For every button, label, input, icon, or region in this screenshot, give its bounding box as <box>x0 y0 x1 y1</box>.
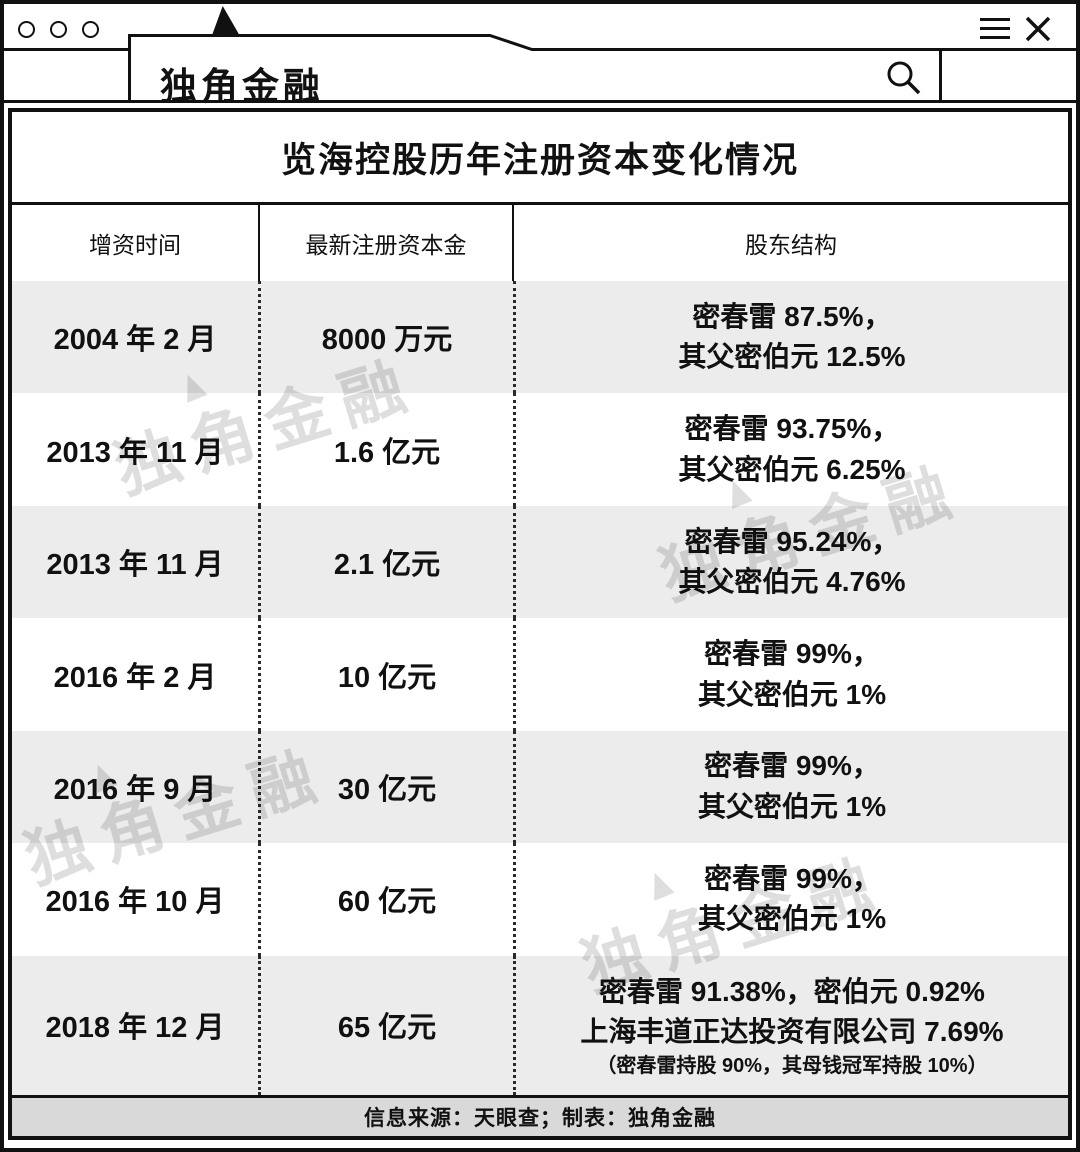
hamburger-bar <box>980 36 1010 39</box>
cell-time: 2016 年 2 月 <box>12 618 261 731</box>
shareholder-line: 密春雷 87.5%， <box>692 300 892 332</box>
shareholder-line: 其父密伯元 12.5% <box>678 341 906 373</box>
capital-change-table: 览海控股历年注册资本变化情况 增资时间 最新注册资本金 股东结构 2004 年 … <box>8 108 1072 1140</box>
hamburger-icon[interactable] <box>980 18 1010 45</box>
shareholder-line: 密春雷 99%， <box>704 862 880 894</box>
table-source: 信息来源：天眼查；制表：独角金融 <box>12 1095 1068 1136</box>
header-cell-shareholders: 股东结构 <box>745 232 837 258</box>
table-row: 2016 年 2 月 10 亿元 密春雷 99%， 其父密伯元 1% <box>12 618 1068 731</box>
cell-capital: 8000 万元 <box>261 281 516 394</box>
header-cell-capital: 最新注册资本金 <box>260 205 514 281</box>
cell-capital: 1.6 亿元 <box>261 393 516 506</box>
table-row: 2016 年 10 月 60 亿元 密春雷 99%， 其父密伯元 1% <box>12 843 1068 956</box>
shareholder-line: 其父密伯元 1% <box>697 903 887 935</box>
cell-capital: 30 亿元 <box>261 730 516 844</box>
cell-capital: 60 亿元 <box>261 843 516 956</box>
cell-shareholders: 密春雷 99%， 其父密伯元 1% <box>516 843 1068 955</box>
cell-shareholders: 密春雷 99%， 其父密伯元 1% <box>516 731 1068 843</box>
cell-time: 2013 年 11 月 <box>12 393 261 506</box>
cell-time: 2013 年 11 月 <box>12 505 261 619</box>
cell-capital: 10 亿元 <box>261 618 516 731</box>
traffic-light-circle[interactable] <box>82 21 99 38</box>
table-body: 2004 年 2 月 8000 万元 密春雷 87.5%， 其父密伯元 12.5%… <box>12 281 1068 1096</box>
close-icon[interactable] <box>1024 15 1052 43</box>
table-header-row: 增资时间 最新注册资本金 股东结构 <box>12 205 1068 281</box>
cell-shareholders: 密春雷 93.75%， 其父密伯元 6.25% <box>516 393 1068 505</box>
search-icon[interactable] <box>886 60 924 98</box>
cell-time: 2004 年 2 月 <box>12 281 261 394</box>
cell-capital: 2.1 亿元 <box>261 505 516 619</box>
shareholder-line: 上海丰道正达投资有限公司 7.69% <box>580 1016 1004 1048</box>
unicorn-horn-icon <box>208 4 240 38</box>
logo: 独角金融 <box>160 66 324 107</box>
shareholder-line: 其父密伯元 4.76% <box>678 566 906 598</box>
cell-shareholders: 密春雷 95.24%， 其父密伯元 4.76% <box>516 506 1068 618</box>
table-row: 2016 年 9 月 30 亿元 密春雷 99%， 其父密伯元 1% <box>12 730 1068 844</box>
traffic-light-circle[interactable] <box>18 21 35 38</box>
table-row: 2013 年 11 月 1.6 亿元 密春雷 93.75%， 其父密伯元 6.25… <box>12 393 1068 506</box>
cell-capital: 65 亿元 <box>261 955 516 1096</box>
hamburger-bar <box>980 18 1010 21</box>
cell-shareholders: 密春雷 87.5%， 其父密伯元 12.5% <box>516 281 1068 393</box>
shareholder-line: 密春雷 99%， <box>704 750 880 782</box>
table-title: 览海控股历年注册资本变化情况 <box>12 112 1068 205</box>
header-cell-time: 增资时间 <box>12 205 260 281</box>
cell-shareholders: 密春雷 99%， 其父密伯元 1% <box>516 618 1068 730</box>
hamburger-bar <box>980 27 1010 30</box>
cell-time: 2016 年 10 月 <box>12 843 261 956</box>
shareholder-line: 其父密伯元 6.25% <box>678 453 906 485</box>
shareholder-line: 密春雷 91.38%，密伯元 0.92% <box>599 975 985 1007</box>
traffic-lights <box>18 21 99 38</box>
shareholder-line: 密春雷 99%， <box>704 637 880 669</box>
traffic-light-circle[interactable] <box>50 21 67 38</box>
table-row: 2018 年 12 月 65 亿元 密春雷 91.38%，密伯元 0.92% 上海… <box>12 955 1068 1096</box>
table-row: 2013 年 11 月 2.1 亿元 密春雷 95.24%， 其父密伯元 4.76… <box>12 505 1068 619</box>
cell-time: 2016 年 9 月 <box>12 730 261 844</box>
shareholder-line: 密春雷 95.24%， <box>684 525 900 557</box>
shareholder-line: 其父密伯元 1% <box>697 678 887 710</box>
cell-time: 2018 年 12 月 <box>12 955 261 1096</box>
shareholder-line: 其父密伯元 1% <box>697 790 887 822</box>
shareholder-line: 密春雷 93.75%， <box>684 413 900 445</box>
table-row: 2004 年 2 月 8000 万元 密春雷 87.5%， 其父密伯元 12.5% <box>12 281 1068 394</box>
cell-shareholders: 密春雷 91.38%，密伯元 0.92% 上海丰道正达投资有限公司 7.69% （密… <box>516 956 1068 1095</box>
shareholder-line: （密春雷持股 90%，其母钱冠军持股 10%） <box>596 1054 988 1077</box>
